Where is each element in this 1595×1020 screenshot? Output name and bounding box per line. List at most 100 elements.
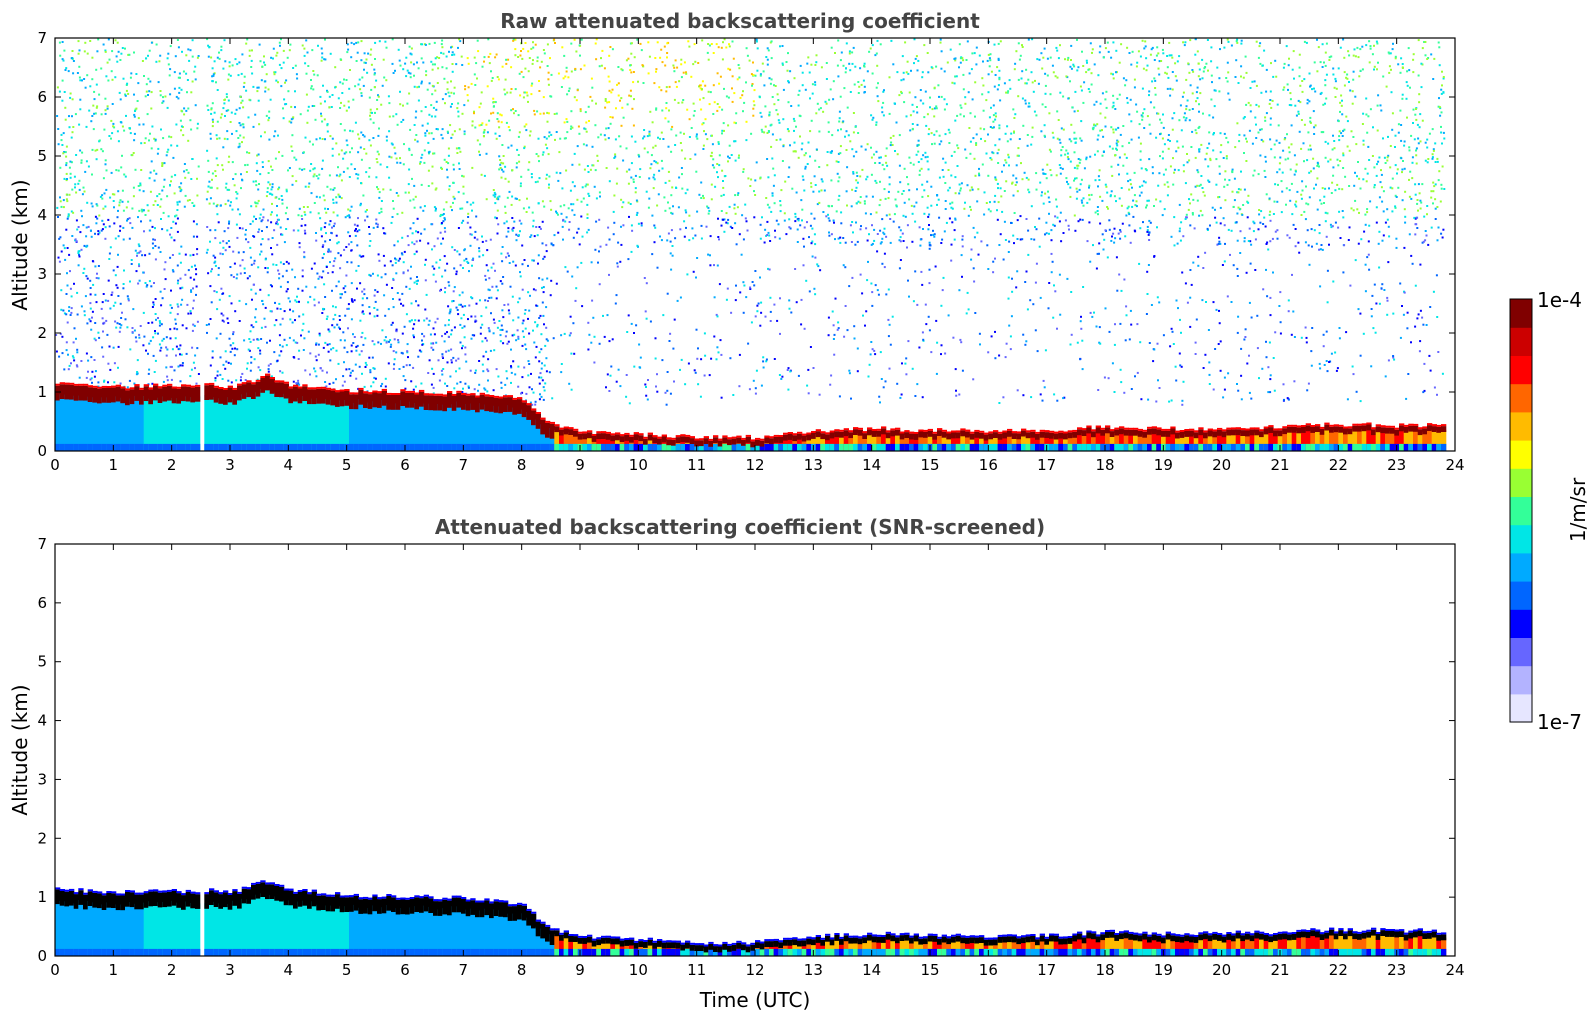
noise-pixel xyxy=(531,259,534,262)
noise-pixel xyxy=(1210,60,1213,63)
noise-pixel xyxy=(1368,61,1371,64)
noise-pixel xyxy=(96,217,99,220)
noise-pixel xyxy=(1324,84,1327,87)
noise-pixel xyxy=(327,248,330,251)
noise-pixel xyxy=(718,283,721,286)
noise-pixel xyxy=(1332,67,1335,70)
noise-pixel xyxy=(295,382,298,385)
noise-pixel xyxy=(973,157,976,160)
noise-pixel xyxy=(585,130,588,133)
noise-pixel xyxy=(519,275,522,278)
noise-pixel xyxy=(435,187,438,190)
noise-pixel xyxy=(350,41,353,44)
noise-pixel xyxy=(830,151,833,154)
noise-pixel xyxy=(138,336,141,339)
noise-pixel xyxy=(128,217,131,220)
noise-pixel xyxy=(889,241,892,244)
noise-pixel xyxy=(1341,210,1344,212)
noise-pixel xyxy=(135,340,138,343)
noise-pixel xyxy=(365,152,368,155)
noise-pixel xyxy=(152,354,155,357)
noise-pixel xyxy=(921,76,924,79)
noise-pixel xyxy=(348,214,351,217)
noise-pixel xyxy=(846,204,848,207)
noise-pixel xyxy=(996,88,999,91)
noise-pixel xyxy=(503,304,506,306)
noise-pixel xyxy=(493,321,496,324)
noise-pixel xyxy=(790,105,793,107)
noise-pixel xyxy=(92,283,95,286)
noise-pixel xyxy=(1147,398,1150,401)
noise-pixel xyxy=(170,289,172,292)
noise-pixel xyxy=(1153,77,1156,80)
noise-pixel xyxy=(1091,315,1094,318)
noise-pixel xyxy=(548,183,550,186)
noise-pixel xyxy=(336,242,339,245)
noise-pixel xyxy=(1104,307,1107,310)
noise-pixel xyxy=(1078,161,1081,164)
noise-pixel xyxy=(789,144,791,147)
noise-pixel xyxy=(576,266,579,269)
noise-pixel xyxy=(987,174,990,177)
noise-pixel xyxy=(1019,215,1022,218)
noise-pixel xyxy=(1287,157,1290,160)
noise-pixel xyxy=(507,309,510,312)
noise-pixel xyxy=(1146,229,1149,232)
noise-pixel xyxy=(80,159,83,162)
noise-pixel xyxy=(770,123,773,126)
noise-pixel xyxy=(678,80,681,83)
noise-pixel xyxy=(1357,56,1360,59)
noise-pixel xyxy=(1378,230,1381,233)
noise-pixel xyxy=(836,172,839,175)
noise-pixel xyxy=(83,190,86,193)
noise-pixel xyxy=(1050,174,1053,177)
noise-pixel xyxy=(95,83,98,86)
noise-pixel xyxy=(999,233,1002,236)
noise-pixel xyxy=(1190,283,1193,286)
noise-pixel xyxy=(312,175,315,178)
noise-pixel xyxy=(67,70,70,73)
noise-pixel xyxy=(1324,102,1326,105)
noise-pixel xyxy=(1066,152,1069,155)
noise-pixel xyxy=(1324,211,1327,214)
noise-pixel xyxy=(1128,141,1131,144)
noise-pixel xyxy=(1369,45,1372,48)
noise-pixel xyxy=(362,312,365,315)
noise-pixel xyxy=(224,60,227,63)
noise-pixel xyxy=(1354,199,1357,202)
noise-pixel xyxy=(1302,142,1305,145)
noise-pixel xyxy=(495,197,498,200)
noise-pixel xyxy=(58,90,61,93)
noise-pixel xyxy=(923,44,926,47)
noise-pixel xyxy=(1317,163,1320,166)
noise-pixel xyxy=(718,238,720,241)
noise-pixel xyxy=(1236,41,1239,44)
noise-pixel xyxy=(589,168,592,171)
noise-pixel xyxy=(532,46,535,49)
noise-pixel xyxy=(923,212,926,215)
noise-pixel xyxy=(360,59,363,62)
noise-pixel xyxy=(422,209,425,212)
noise-pixel xyxy=(1178,230,1181,233)
noise-pixel xyxy=(517,335,520,338)
noise-pixel xyxy=(521,391,524,394)
noise-pixel xyxy=(1359,187,1362,190)
noise-pixel xyxy=(579,108,582,111)
noise-pixel xyxy=(356,224,359,227)
noise-pixel xyxy=(334,306,337,309)
noise-pixel xyxy=(815,112,818,115)
noise-pixel xyxy=(129,132,132,135)
noise-pixel xyxy=(500,386,503,389)
noise-pixel xyxy=(419,161,422,164)
noise-pixel xyxy=(1395,246,1398,249)
noise-pixel xyxy=(104,49,107,52)
noise-pixel xyxy=(1141,184,1144,187)
noise-pixel xyxy=(342,170,345,173)
noise-pixel xyxy=(273,71,276,74)
noise-pixel xyxy=(606,373,609,376)
noise-pixel xyxy=(800,323,803,326)
noise-pixel xyxy=(851,221,854,223)
noise-pixel xyxy=(347,327,349,330)
noise-pixel xyxy=(142,190,145,193)
noise-pixel xyxy=(397,194,400,197)
